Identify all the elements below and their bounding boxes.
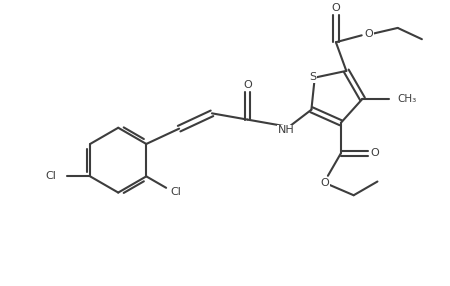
Text: Cl: Cl [46, 171, 57, 180]
Text: O: O [371, 148, 379, 158]
Text: Cl: Cl [171, 187, 181, 196]
Text: O: O [364, 29, 373, 39]
Text: O: O [332, 3, 340, 13]
Text: CH₃: CH₃ [397, 94, 417, 104]
Text: O: O [243, 80, 252, 90]
Text: S: S [309, 72, 316, 82]
Text: NH: NH [278, 126, 295, 136]
Text: O: O [320, 178, 329, 188]
